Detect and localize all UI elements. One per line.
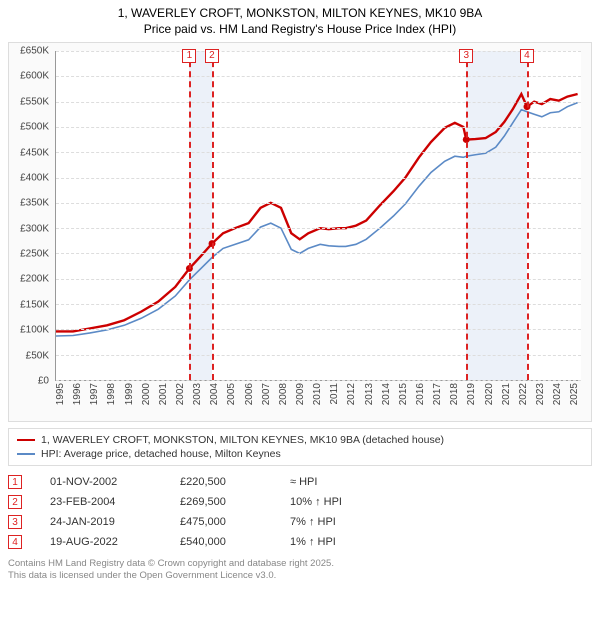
x-tick-label: 2019	[466, 383, 470, 415]
legend-label: 1, WAVERLEY CROFT, MONKSTON, MILTON KEYN…	[41, 434, 444, 446]
legend-row: HPI: Average price, detached house, Milt…	[17, 447, 583, 461]
footer-line-1: Contains HM Land Registry data © Crown c…	[8, 558, 592, 570]
y-tick-label: £0	[38, 376, 49, 387]
footer-attribution: Contains HM Land Registry data © Crown c…	[8, 558, 592, 583]
legend-row: 1, WAVERLEY CROFT, MONKSTON, MILTON KEYN…	[17, 433, 583, 447]
chart-container: £0 £50K £100K £150K £200K £250K £300K £350K £400…	[8, 42, 592, 422]
series-property	[56, 94, 578, 331]
transaction-table: 1 01-NOV-2002£220,500≈ HPI 2 23-FEB-2004£26…	[8, 472, 592, 552]
transaction-price: £269,500	[180, 496, 290, 508]
y-tick-label: £200K	[20, 274, 49, 285]
x-tick-label: 2021	[501, 383, 505, 415]
x-tick-label: 2007	[261, 383, 265, 415]
y-tick-label: £300K	[20, 223, 49, 234]
x-tick-label: 2017	[432, 383, 436, 415]
x-tick-label: 2009	[295, 383, 299, 415]
event-vline	[466, 51, 468, 380]
event-marker: 1	[182, 49, 196, 63]
x-tick-label: 2005	[226, 383, 230, 415]
title-line-1: 1, WAVERLEY CROFT, MONKSTON, MILTON KEYN…	[8, 6, 592, 20]
y-tick-label: £500K	[20, 122, 49, 133]
y-tick-label: £400K	[20, 172, 49, 183]
event-marker: 2	[205, 49, 219, 63]
transaction-price: £475,000	[180, 516, 290, 528]
series-hpi	[56, 103, 578, 336]
chart-title: 1, WAVERLEY CROFT, MONKSTON, MILTON KEYN…	[8, 6, 592, 36]
footer-line-2: This data is licensed under the Open Gov…	[8, 570, 592, 582]
transaction-price: £540,000	[180, 536, 290, 548]
x-tick-label: 1998	[106, 383, 110, 415]
x-tick-label: 2001	[158, 383, 162, 415]
y-tick-label: £100K	[20, 325, 49, 336]
transaction-row: 1 01-NOV-2002£220,500≈ HPI	[8, 472, 592, 492]
y-tick-label: £550K	[20, 96, 49, 107]
x-tick-label: 1997	[89, 383, 93, 415]
legend-swatch	[17, 439, 35, 441]
event-vline	[212, 51, 214, 380]
transaction-marker: 4	[8, 535, 22, 549]
legend: 1, WAVERLEY CROFT, MONKSTON, MILTON KEYN…	[8, 428, 592, 466]
x-tick-label: 2024	[552, 383, 556, 415]
y-tick-label: £150K	[20, 299, 49, 310]
x-tick-label: 2006	[244, 383, 248, 415]
transaction-row: 2 23-FEB-2004£269,50010% ↑ HPI	[8, 492, 592, 512]
x-tick-label: 2011	[329, 383, 333, 415]
x-tick-label: 2022	[518, 383, 522, 415]
plot-area: 12 3 4	[55, 51, 581, 381]
legend-label: HPI: Average price, detached house, Milt…	[41, 448, 281, 460]
y-tick-label: £250K	[20, 249, 49, 260]
x-tick-label: 2020	[484, 383, 488, 415]
transaction-delta: 7% ↑ HPI	[290, 516, 410, 528]
transaction-marker: 1	[8, 475, 22, 489]
x-tick-label: 2002	[175, 383, 179, 415]
transaction-marker: 3	[8, 515, 22, 529]
x-tick-label: 2012	[346, 383, 350, 415]
x-tick-label: 2010	[312, 383, 316, 415]
transaction-delta: ≈ HPI	[290, 476, 410, 488]
transaction-date: 01-NOV-2002	[50, 476, 180, 488]
x-tick-label: 2023	[535, 383, 539, 415]
transaction-date: 19-AUG-2022	[50, 536, 180, 548]
x-tick-label: 2025	[569, 383, 573, 415]
transaction-marker: 2	[8, 495, 22, 509]
x-tick-label: 2015	[398, 383, 402, 415]
x-axis-labels: 1995 1996 1997 1998 1999 2000 2001 2002 2003 2004…	[55, 383, 581, 421]
event-marker: 3	[459, 49, 473, 63]
transaction-delta: 10% ↑ HPI	[290, 496, 410, 508]
x-tick-label: 2000	[141, 383, 145, 415]
y-tick-label: £450K	[20, 147, 49, 158]
y-tick-label: £50K	[26, 350, 49, 361]
legend-swatch	[17, 453, 35, 455]
transaction-delta: 1% ↑ HPI	[290, 536, 410, 548]
x-tick-label: 1995	[55, 383, 59, 415]
transaction-price: £220,500	[180, 476, 290, 488]
event-vline	[189, 51, 191, 380]
x-tick-label: 2004	[209, 383, 213, 415]
x-tick-label: 2018	[449, 383, 453, 415]
y-tick-label: £350K	[20, 198, 49, 209]
x-tick-label: 2014	[381, 383, 385, 415]
x-tick-label: 2013	[364, 383, 368, 415]
y-tick-label: £650K	[20, 46, 49, 57]
transaction-row: 3 24-JAN-2019£475,0007% ↑ HPI	[8, 512, 592, 532]
x-tick-label: 2008	[278, 383, 282, 415]
x-tick-label: 2003	[192, 383, 196, 415]
title-line-2: Price paid vs. HM Land Registry's House …	[8, 22, 592, 36]
transaction-row: 4 19-AUG-2022£540,0001% ↑ HPI	[8, 532, 592, 552]
x-tick-label: 2016	[415, 383, 419, 415]
transaction-date: 23-FEB-2004	[50, 496, 180, 508]
chart-lines	[56, 51, 581, 380]
event-vline	[527, 51, 529, 380]
y-tick-label: £600K	[20, 71, 49, 82]
x-tick-label: 1996	[72, 383, 76, 415]
event-marker: 4	[520, 49, 534, 63]
y-axis-labels: £0£50K£100K£150K£200K£250K£300K£350K£400…	[9, 51, 53, 381]
transaction-date: 24-JAN-2019	[50, 516, 180, 528]
x-tick-label: 1999	[124, 383, 128, 415]
